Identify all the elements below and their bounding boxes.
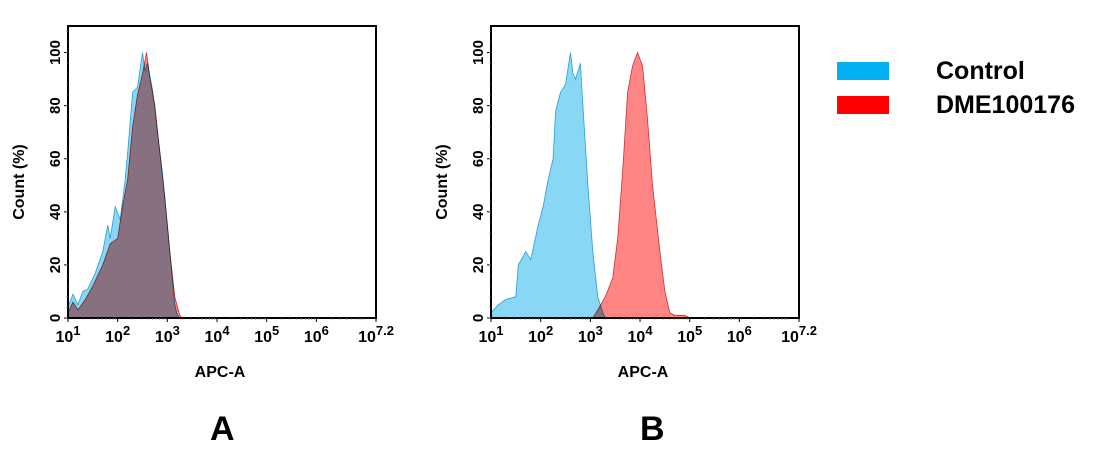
x-tick-label: 107.2 xyxy=(358,323,394,346)
x-tick-label: 102 xyxy=(528,323,553,346)
x-tick-label: 103 xyxy=(155,323,180,346)
y-tick-label: 80 xyxy=(470,97,487,114)
x-tick-label: 101 xyxy=(55,323,80,346)
y-tick-label: 60 xyxy=(470,150,487,167)
y-axis-label: Count (%) xyxy=(434,144,451,220)
x-tick-label: 103 xyxy=(578,323,603,346)
x-tick-label: 107.2 xyxy=(781,323,817,346)
x-tick-label: 106 xyxy=(727,323,752,346)
plot-frame xyxy=(490,25,800,319)
y-tick-label: 80 xyxy=(47,97,64,114)
y-tick-label: 40 xyxy=(47,203,64,220)
panel-label-a: A xyxy=(210,410,235,448)
x-axis-label: APC-A xyxy=(618,364,669,381)
x-tick-label: 105 xyxy=(254,323,279,346)
x-tick-label: 101 xyxy=(478,323,503,346)
x-tick-label: 102 xyxy=(105,323,130,346)
legend-swatch-control xyxy=(837,62,889,80)
panel-label-b: B xyxy=(640,410,665,448)
plot-panel-a: 0 20 40 60 80 100 101 102 103 104 105 106 107.2 APC-A… xyxy=(11,25,394,381)
x-tick-label: 105 xyxy=(677,323,702,346)
plot-frame xyxy=(67,25,377,319)
legend-label-dme100176: DME100176 xyxy=(936,90,1075,119)
y-tick-label: 60 xyxy=(47,150,64,167)
histogram-dme100176 xyxy=(67,52,184,319)
x-tick-label: 104 xyxy=(205,323,231,346)
x-axis-label: APC-A xyxy=(195,364,246,381)
plot-panel-b: 0 20 40 60 80 100 101 102 103 104 105 106 107.2 APC-A… xyxy=(434,25,817,381)
y-tick-label: 0 xyxy=(47,314,64,322)
legend: Control DME100176 xyxy=(837,54,1075,122)
y-axis-label: Count (%) xyxy=(11,144,28,220)
y-tick-label: 20 xyxy=(470,257,487,274)
histogram-control xyxy=(490,52,606,319)
histogram-dme100176 xyxy=(592,51,690,319)
y-tick-label: 40 xyxy=(470,203,487,220)
legend-item-dme100176: DME100176 xyxy=(837,88,1075,122)
legend-item-control: Control xyxy=(837,54,1075,88)
x-tick-label: 106 xyxy=(304,323,329,346)
y-tick-label: 20 xyxy=(47,257,64,274)
legend-swatch-dme100176 xyxy=(837,96,889,114)
y-tick-label: 100 xyxy=(470,40,487,65)
y-tick-label: 100 xyxy=(47,40,64,65)
x-tick-label: 104 xyxy=(628,323,654,346)
y-tick-label: 0 xyxy=(470,314,487,322)
legend-label-control: Control xyxy=(936,56,1025,85)
